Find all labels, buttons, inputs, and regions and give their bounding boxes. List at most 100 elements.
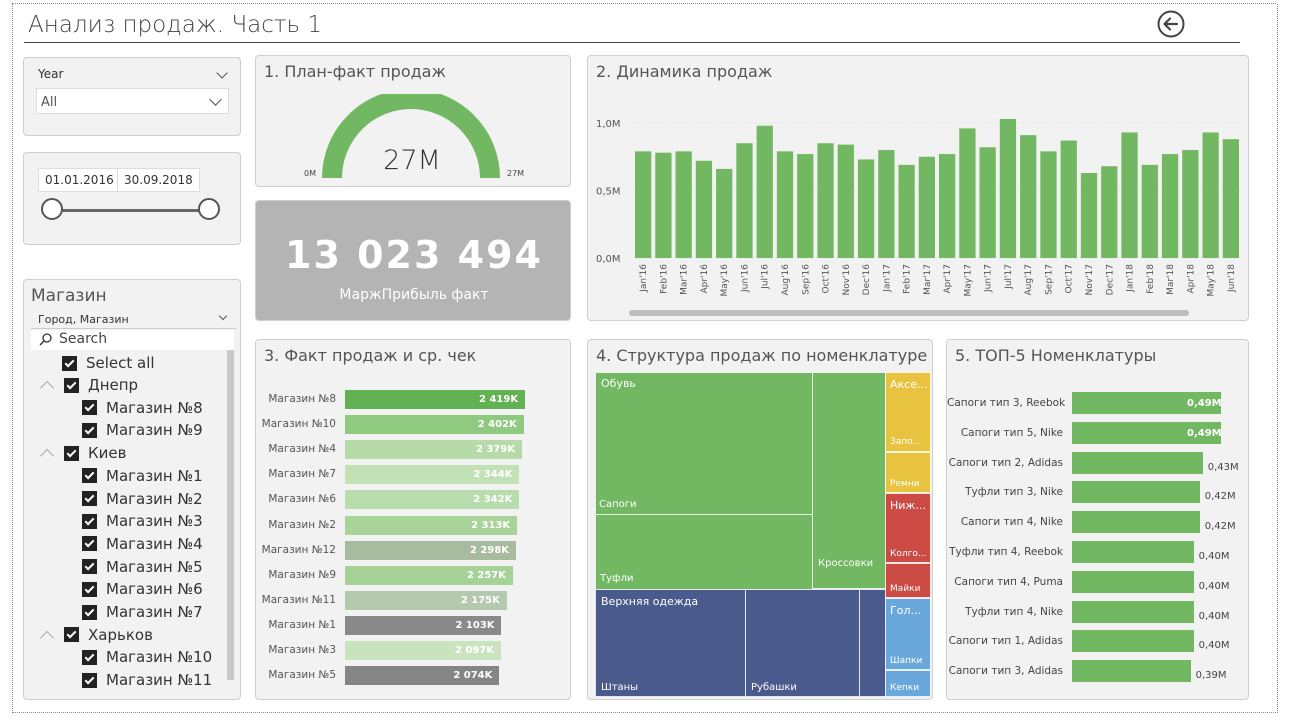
treemap-cell-sneakers[interactable]: Кроссовки <box>812 372 886 589</box>
sales-bar[interactable] <box>837 144 854 258</box>
sales-bar[interactable] <box>1040 151 1057 258</box>
hierarchy-dropdown[interactable]: Город, Магазин <box>31 309 236 329</box>
store-tree-item[interactable]: Магазин №6 <box>82 578 203 600</box>
store-list-scrollbar[interactable] <box>227 350 234 680</box>
store-sales-bar[interactable] <box>345 515 518 535</box>
treemap-cell-caps[interactable]: Кепки <box>885 670 931 697</box>
chevron-down-icon[interactable] <box>216 67 228 79</box>
store-sales-bar[interactable] <box>345 440 523 460</box>
sales-bar[interactable] <box>959 128 976 258</box>
treemap-cell-shirts[interactable]: Рубашки <box>745 589 860 697</box>
sales-bar[interactable] <box>1121 132 1138 258</box>
checkbox-checked-icon[interactable] <box>82 400 97 416</box>
product-bar[interactable] <box>1072 600 1194 623</box>
sales-bar[interactable] <box>1202 132 1219 258</box>
sales-bar[interactable] <box>1060 140 1077 258</box>
sales-bar[interactable] <box>1161 154 1179 258</box>
collapse-caret-icon[interactable] <box>39 449 55 464</box>
checkbox-checked-icon[interactable] <box>82 581 97 597</box>
product-bar[interactable] <box>1072 481 1200 504</box>
store-tree-group[interactable]: Днепр <box>38 374 138 396</box>
product-bar[interactable] <box>1072 630 1194 653</box>
sales-bar[interactable] <box>1020 135 1037 258</box>
checkbox-checked-icon[interactable] <box>82 536 97 552</box>
treemap-cell-shoes[interactable]: Туфли <box>595 514 813 589</box>
back-arrow-icon[interactable] <box>1157 10 1185 38</box>
treemap-cell-belts[interactable]: Ремни <box>885 452 931 493</box>
sales-bar[interactable] <box>1101 166 1118 258</box>
treemap-cell-boots[interactable]: Сапоги <box>595 372 813 514</box>
select-all-option[interactable]: Select all <box>62 352 155 374</box>
sales-bar[interactable] <box>817 143 834 258</box>
treemap-cell-outerwear-other[interactable] <box>859 589 886 697</box>
store-tree-item[interactable]: Магазин №2 <box>82 488 203 510</box>
store-sales-bar[interactable] <box>345 666 500 686</box>
store-tree-group[interactable]: Харьков <box>38 624 153 646</box>
product-bar[interactable] <box>1072 570 1194 593</box>
product-bar[interactable] <box>1072 392 1221 414</box>
sales-bar[interactable] <box>1141 164 1158 258</box>
search-input[interactable]: Search <box>31 330 234 350</box>
product-bar[interactable] <box>1072 660 1191 683</box>
store-tree-item[interactable]: Магазин №1 <box>82 465 203 487</box>
product-bar[interactable] <box>1072 541 1194 563</box>
sales-bar[interactable] <box>979 147 996 258</box>
checkbox-checked-icon[interactable] <box>64 445 79 461</box>
collapse-caret-icon[interactable] <box>39 630 55 645</box>
sales-bar[interactable] <box>675 151 692 258</box>
checkbox-checked-icon[interactable] <box>82 491 97 506</box>
checkbox-checked-icon[interactable] <box>64 377 79 393</box>
checkbox-checked-icon[interactable] <box>82 513 97 529</box>
horizontal-scrollbar[interactable] <box>629 310 1189 316</box>
store-sales-bar[interactable] <box>345 415 524 435</box>
checkbox-checked-icon[interactable] <box>82 422 97 438</box>
sales-bar[interactable] <box>898 164 915 258</box>
sales-bar[interactable] <box>695 160 713 258</box>
store-tree-item[interactable]: Магазин №11 <box>82 669 212 691</box>
checkbox-checked-icon[interactable] <box>82 604 97 620</box>
sales-bar[interactable] <box>878 150 895 258</box>
treemap-cell-tshirts[interactable]: Майки <box>885 563 931 598</box>
year-dropdown[interactable]: All <box>36 88 229 114</box>
treemap-group-accessories[interactable]: Аксе... Запо... <box>885 372 931 452</box>
treemap-group-underwear[interactable]: Ниж... Колго... <box>885 493 931 563</box>
checkbox-checked-icon[interactable] <box>82 649 97 665</box>
checkbox-checked-icon[interactable] <box>64 627 79 643</box>
sales-bar[interactable] <box>635 151 652 258</box>
product-bar[interactable] <box>1072 421 1221 444</box>
product-bar[interactable] <box>1072 511 1200 534</box>
sales-bar[interactable] <box>857 159 875 258</box>
date-slider-track[interactable] <box>52 209 210 212</box>
store-tree-group[interactable]: Киев <box>38 442 126 464</box>
treemap-group-outerwear[interactable]: Верхняя одежда Штаны <box>595 589 746 697</box>
store-sales-bar[interactable] <box>345 615 502 635</box>
store-tree-item[interactable]: Магазин №9 <box>82 419 203 441</box>
store-tree-item[interactable]: Магазин №8 <box>82 397 203 419</box>
store-tree-item[interactable]: Магазин №7 <box>82 601 203 623</box>
store-tree-item[interactable]: Магазин №10 <box>82 646 212 668</box>
store-sales-bar[interactable] <box>345 540 516 560</box>
end-date-input[interactable]: 30.09.2018 <box>117 168 200 192</box>
sales-bar[interactable] <box>776 151 794 258</box>
store-sales-bar[interactable] <box>345 590 507 610</box>
sales-bar[interactable] <box>716 168 733 258</box>
date-slider-start-handle[interactable] <box>41 198 63 220</box>
store-tree-item[interactable]: Магазин №3 <box>82 510 203 532</box>
sales-bar[interactable] <box>1182 150 1199 258</box>
store-sales-bar[interactable] <box>345 565 513 585</box>
date-slider-end-handle[interactable] <box>198 198 220 220</box>
product-bar[interactable] <box>1072 451 1203 474</box>
store-tree-item[interactable]: Магазин №5 <box>82 556 203 578</box>
checkbox-checked-icon[interactable] <box>82 559 97 575</box>
sales-bar[interactable] <box>797 154 814 258</box>
sales-bar[interactable] <box>918 156 935 258</box>
store-sales-bar[interactable] <box>345 641 502 660</box>
sales-bar[interactable] <box>736 143 753 258</box>
treemap-group-headwear[interactable]: Гол... Шапки <box>885 598 931 670</box>
store-tree-item[interactable]: Магазин №4 <box>82 533 203 555</box>
sales-bar[interactable] <box>1222 139 1239 258</box>
store-sales-bar[interactable] <box>345 490 520 510</box>
start-date-input[interactable]: 01.01.2016 <box>38 168 121 192</box>
checkbox-checked-icon[interactable] <box>62 355 77 371</box>
checkbox-checked-icon[interactable] <box>82 672 97 688</box>
